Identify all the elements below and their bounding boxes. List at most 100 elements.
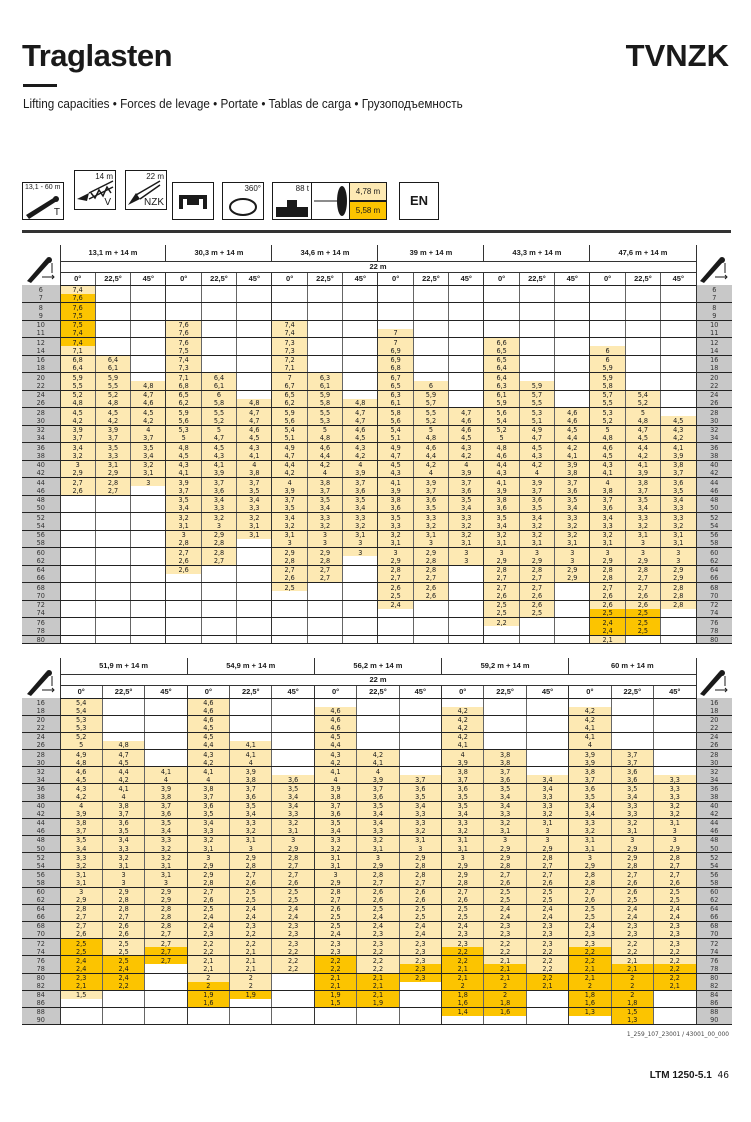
capacity-value: 3,1: [499, 826, 511, 836]
capacity-cell: 4: [229, 758, 272, 768]
capacity-cell: 3,4: [130, 451, 166, 461]
capacity-cell: 6,8: [59, 355, 96, 364]
capacity-value: 3,4: [143, 451, 154, 460]
capacity-value: 3,2: [496, 530, 507, 539]
capacity-value: 3,9: [178, 477, 189, 487]
capacity-value: 4,5: [143, 407, 154, 417]
capacity-cell: [94, 573, 131, 583]
capacity-value: 3: [393, 547, 398, 557]
capacity-value: 4: [464, 460, 469, 469]
capacity-cell: [271, 698, 315, 707]
capacity-cell: [398, 981, 442, 991]
capacity-cell: 3,1: [483, 538, 520, 548]
capacity-cell: 2,2: [356, 955, 400, 965]
capacity-value: 3,3: [602, 521, 613, 530]
capacity-cell: [165, 626, 202, 636]
capacity-value: 2,9: [584, 861, 596, 870]
capacity-cell: [94, 547, 131, 557]
capacity-cell: 3,8: [624, 477, 661, 487]
radius-label: 84: [22, 990, 60, 999]
capacity-value: 3: [75, 460, 80, 469]
capacity-cell: [229, 732, 272, 741]
capacity-cell: 2,9: [660, 573, 696, 583]
capacity-cell: 2,5: [59, 938, 103, 948]
radius-label: 70: [695, 930, 732, 940]
capacity-value: 4,7: [284, 451, 295, 460]
table-row: 24 5,2 4,5 4,5 4,2 4,1 24: [22, 732, 732, 741]
capacity-value: 3,4: [499, 801, 511, 810]
capacity-cell: [356, 1015, 400, 1026]
capacity-cell: 4,3: [59, 783, 103, 793]
capacity-cell: 5,3: [306, 416, 343, 426]
capacity-value: 3,4: [213, 495, 225, 504]
capacity-value: 3,3: [627, 801, 638, 810]
capacity-cell: 2,9: [554, 565, 590, 574]
capacity-value: 3,9: [284, 486, 295, 495]
capacity-cell: [342, 582, 378, 592]
capacity-cell: [59, 608, 96, 618]
capacity-cell: 4,5: [130, 407, 166, 417]
capacity-cell: [306, 311, 343, 321]
capacity-value: 7,4: [284, 320, 295, 329]
capacity-value: 3,2: [284, 521, 295, 530]
radius-header-left: [22, 658, 60, 698]
capacity-cell: 3,9: [144, 783, 188, 793]
capacity-cell: [236, 390, 272, 399]
capacity-value: 3,2: [461, 530, 472, 539]
capacity-cell: 4,6: [554, 407, 590, 417]
capacity-cell: [398, 1007, 442, 1016]
radius-label: 34: [695, 433, 732, 443]
capacity-value: 3,2: [627, 818, 638, 827]
capacity-value: 2,3: [288, 921, 299, 931]
capacity-value: 4,3: [496, 468, 507, 478]
table-row: 42 2,9 2,9 3,1 4,1 3,9 3,8 4,2 4 3,9 4,3 4 3,9 4,3 4 3,…: [22, 468, 732, 478]
capacity-value: 3,8: [390, 495, 401, 504]
capacity-value: 4: [358, 460, 363, 469]
capacity-cell: 4,1: [483, 477, 520, 487]
capacity-value: 3,4: [461, 503, 472, 513]
capacity-cell: [554, 617, 590, 627]
capacity-value: 2,5: [542, 887, 553, 896]
capacity-cell: 4,5: [94, 407, 131, 417]
capacity-value: 3,6: [355, 486, 366, 495]
jib-angle-header: 45°: [144, 685, 188, 699]
capacity-value: 2,5: [669, 887, 680, 896]
capacity-cell: [342, 337, 378, 347]
capacity-cell: 1,6: [483, 1007, 527, 1016]
capacity-value: 3,1: [76, 869, 87, 879]
table-row: 34 4,5 4,2 4 4 3,8 3,6 4 3,9 3,7 3,7 3,6 3,4 3,7 3,6 3,…: [22, 775, 732, 785]
capacity-value: 2,2: [372, 947, 384, 956]
capacity-value: 1,9: [245, 990, 256, 999]
capacity-cell: 3,7: [306, 486, 343, 496]
capacity-value: 2,7: [496, 573, 507, 583]
capacity-value: 3,6: [372, 792, 384, 801]
capacity-cell: 2,4: [589, 617, 626, 627]
capacity-value: 4,8: [143, 381, 154, 390]
capacity-cell: 4,4: [624, 442, 661, 452]
capacity-value: 2,9: [627, 844, 638, 853]
capacity-cell: [412, 617, 449, 627]
boom-length-header: 39 m + 14 m: [377, 245, 484, 262]
capacity-cell: 3,6: [554, 486, 590, 496]
capacity-value: 3,7: [567, 477, 578, 487]
capacity-cell: 4,4: [483, 460, 520, 469]
capacity-value: 3,1: [330, 861, 341, 870]
capacity-cell: 4,3: [186, 749, 230, 759]
capacity-value: 7: [393, 337, 398, 347]
radius-label: 32: [22, 425, 60, 434]
capacity-value: 2: [587, 981, 592, 991]
capacity-cell: [412, 311, 449, 321]
capacity-value: 3,3: [461, 512, 472, 522]
capacity-value: 3,1: [288, 826, 299, 836]
jib-angle-header: 22,5°: [483, 685, 527, 699]
capacity-cell: 2,3: [568, 930, 612, 940]
capacity-cell: [610, 732, 654, 741]
capacity-cell: [448, 582, 484, 592]
capacity-value: 2,6: [72, 486, 83, 495]
capacity-cell: [229, 998, 272, 1008]
capacity-cell: [94, 512, 131, 522]
capacity-value: 2,3: [499, 921, 511, 931]
telescopic-boom-icon: 13,1 - 60 m T: [22, 182, 64, 220]
capacity-value: 2,3: [372, 938, 384, 948]
capacity-value: 3,1: [372, 844, 384, 853]
